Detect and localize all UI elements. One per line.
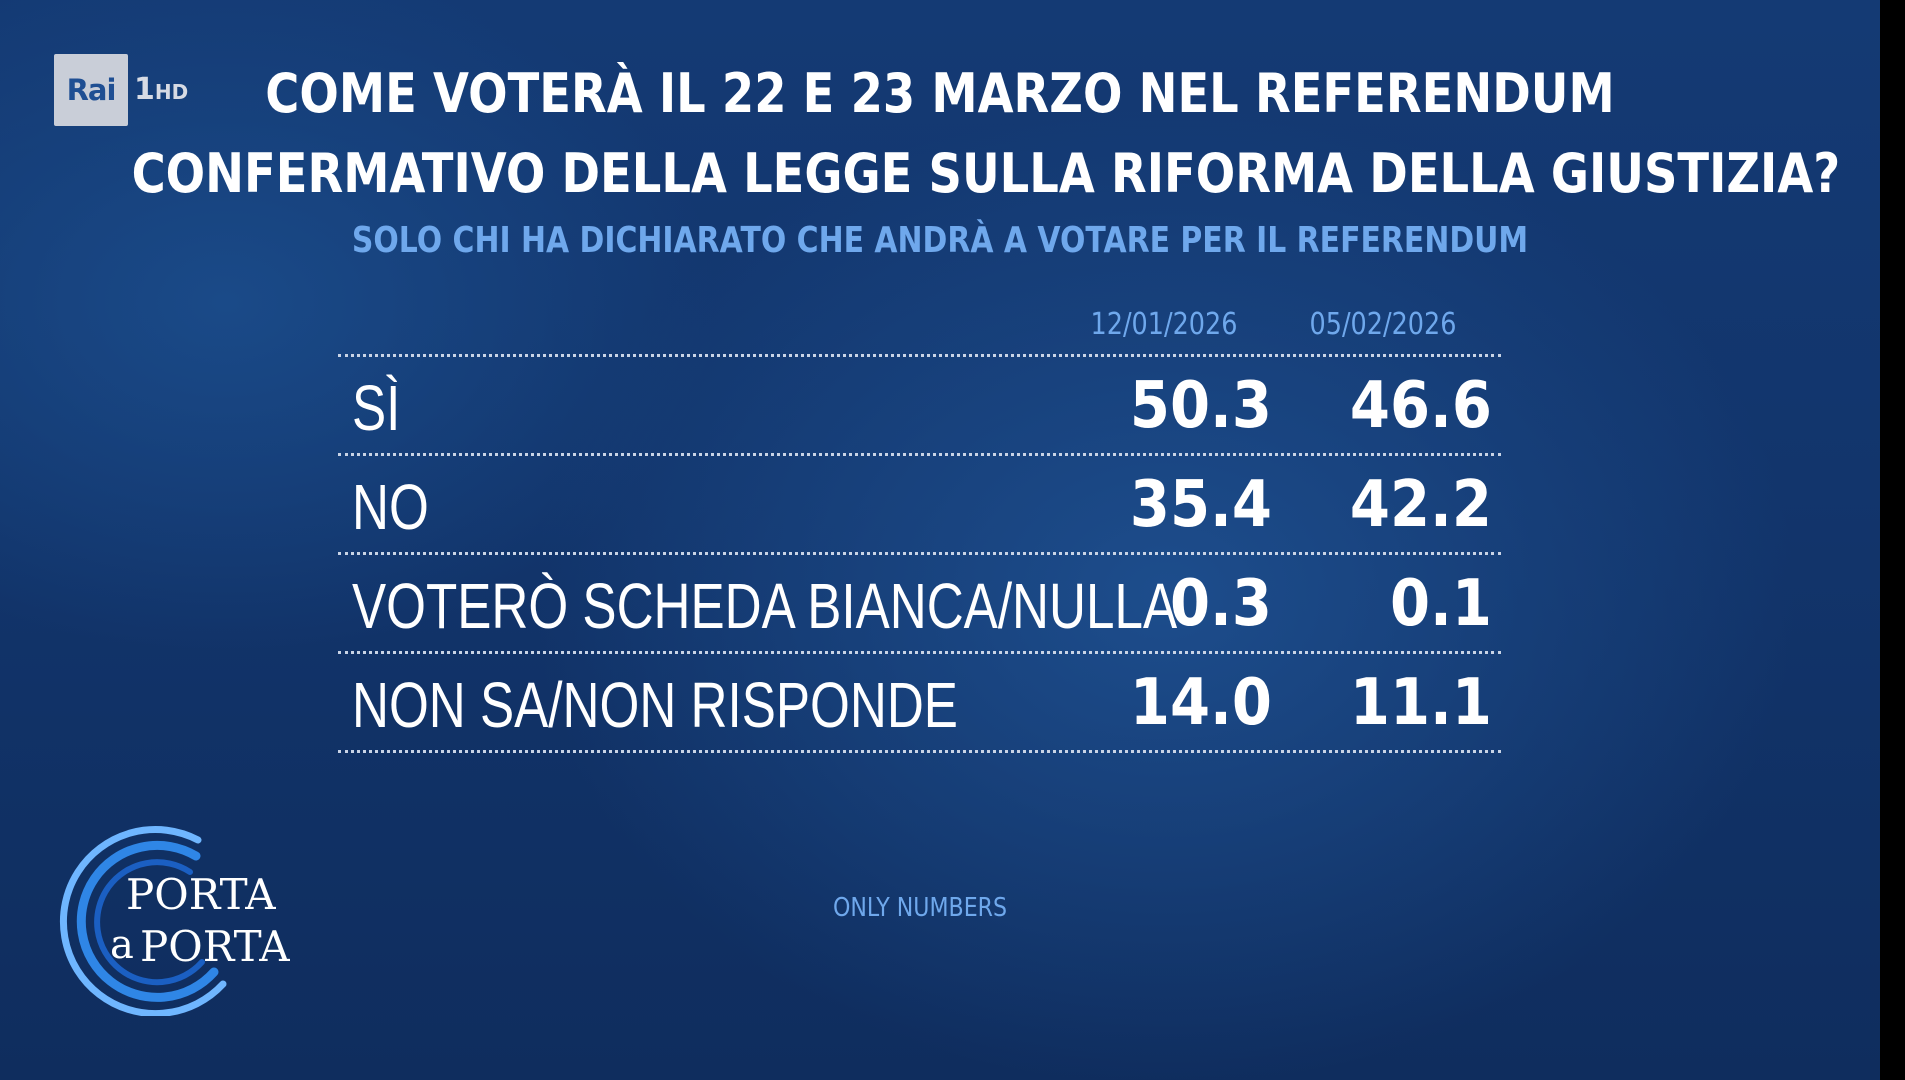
row-divider (338, 354, 1501, 357)
table-row: NO 35.4 42.2 (338, 456, 1501, 552)
row-divider (338, 651, 1501, 654)
row-divider (338, 453, 1501, 456)
logo-text-porta-1: PORTA (126, 870, 276, 919)
row-divider (338, 552, 1501, 555)
channel-badge: 1HD (134, 72, 188, 107)
logo-text-porta-2: PORTA (140, 922, 290, 971)
column-header-date-2: 05/02/2026 (1309, 307, 1457, 342)
rai-logo: Rai (54, 54, 128, 126)
row-value-date-2: 42.2 (1349, 468, 1492, 542)
channel-suffix: HD (154, 80, 189, 104)
channel-number: 1 (134, 72, 155, 107)
row-value-date-2: 0.1 (1389, 567, 1492, 641)
row-value-date-1: 14.0 (1129, 666, 1272, 740)
table-row: VOTERÒ SCHEDA BIANCA/NULLA 0.3 0.1 (338, 555, 1501, 651)
logo-arcs-icon (59, 826, 227, 1018)
table-row: SÌ 50.3 46.6 (338, 357, 1501, 453)
porta-a-porta-logo: PORTA a PORTA (48, 826, 308, 1018)
row-value-date-2: 11.1 (1349, 666, 1492, 740)
row-value-date-1: 0.3 (1169, 567, 1272, 641)
row-value-date-1: 35.4 (1129, 468, 1272, 542)
letterbox-bar (1880, 0, 1905, 1080)
page-title-line-1: COME VOTERÀ IL 22 E 23 MARZO NEL REFEREN… (265, 62, 1615, 125)
row-label: SÌ (352, 372, 401, 444)
row-divider (338, 750, 1501, 753)
row-label: NON SA/NON RISPONDE (352, 669, 958, 741)
row-label: VOTERÒ SCHEDA BIANCA/NULLA (352, 570, 1178, 642)
row-label: NO (352, 471, 429, 543)
row-value-date-1: 50.3 (1129, 369, 1272, 443)
source-credit: ONLY NUMBERS (832, 893, 1008, 923)
logo-text-a: a (110, 922, 134, 968)
column-header-date-1: 12/01/2026 (1090, 307, 1238, 342)
page-subtitle: SOLO CHI HA DICHIARATO CHE ANDRÀ A VOTAR… (351, 220, 1529, 261)
row-value-date-2: 46.6 (1349, 369, 1492, 443)
rai-logo-text: Rai (66, 73, 117, 107)
table-row: NON SA/NON RISPONDE 14.0 11.1 (338, 654, 1501, 750)
page-title-line-2: CONFERMATIVO DELLA LEGGE SULLA RIFORMA D… (131, 142, 1841, 205)
